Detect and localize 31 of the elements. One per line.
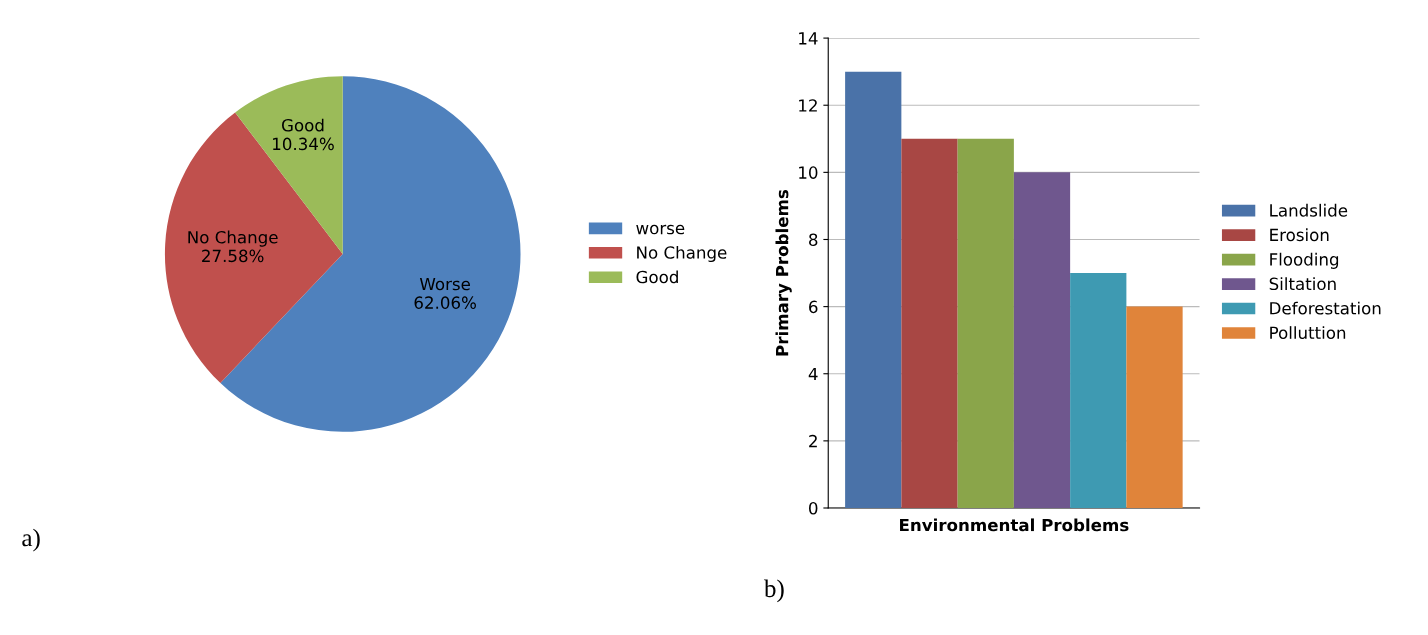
y-tick-label: 2 — [809, 434, 817, 448]
x-axis-title: Environmental Problems — [900, 518, 1129, 532]
y-tick-label: 8 — [809, 233, 818, 247]
y-tick-label: 12 — [799, 99, 817, 112]
y-tick-label: 14 — [799, 32, 818, 45]
bar — [1070, 273, 1127, 508]
data-label: Worse 62.06% — [414, 277, 476, 309]
bar — [901, 138, 958, 508]
pie-slice — [164, 112, 343, 384]
legend-label: Erosion — [1270, 228, 1329, 242]
bar — [1126, 306, 1183, 508]
y-tick-label: 0 — [809, 501, 818, 515]
bar — [1013, 172, 1071, 508]
data-label: Good 10.34% — [273, 118, 334, 151]
legend-label: Deforestation — [1270, 301, 1381, 315]
legend-label: Good — [636, 270, 678, 284]
y-axis-title: Primary Problems — [775, 189, 792, 356]
legend-label: Polluttion — [1270, 326, 1346, 340]
legend-label: worse — [636, 224, 685, 235]
y-tick-label: 10 — [799, 166, 818, 179]
y-tick-label: 4 — [808, 367, 818, 381]
bar — [845, 71, 902, 508]
text: a) — [22, 528, 40, 552]
legend-label: Landslide — [1270, 203, 1348, 217]
bar — [957, 138, 1014, 508]
legend-label: Siltation — [1269, 277, 1336, 291]
legend-label: No Change — [637, 245, 727, 263]
legend-label: Flooding — [1270, 252, 1339, 269]
text: b) — [763, 579, 784, 603]
data-label: No Change 27.58% — [188, 230, 278, 263]
y-tick-label: 6 — [809, 300, 818, 314]
